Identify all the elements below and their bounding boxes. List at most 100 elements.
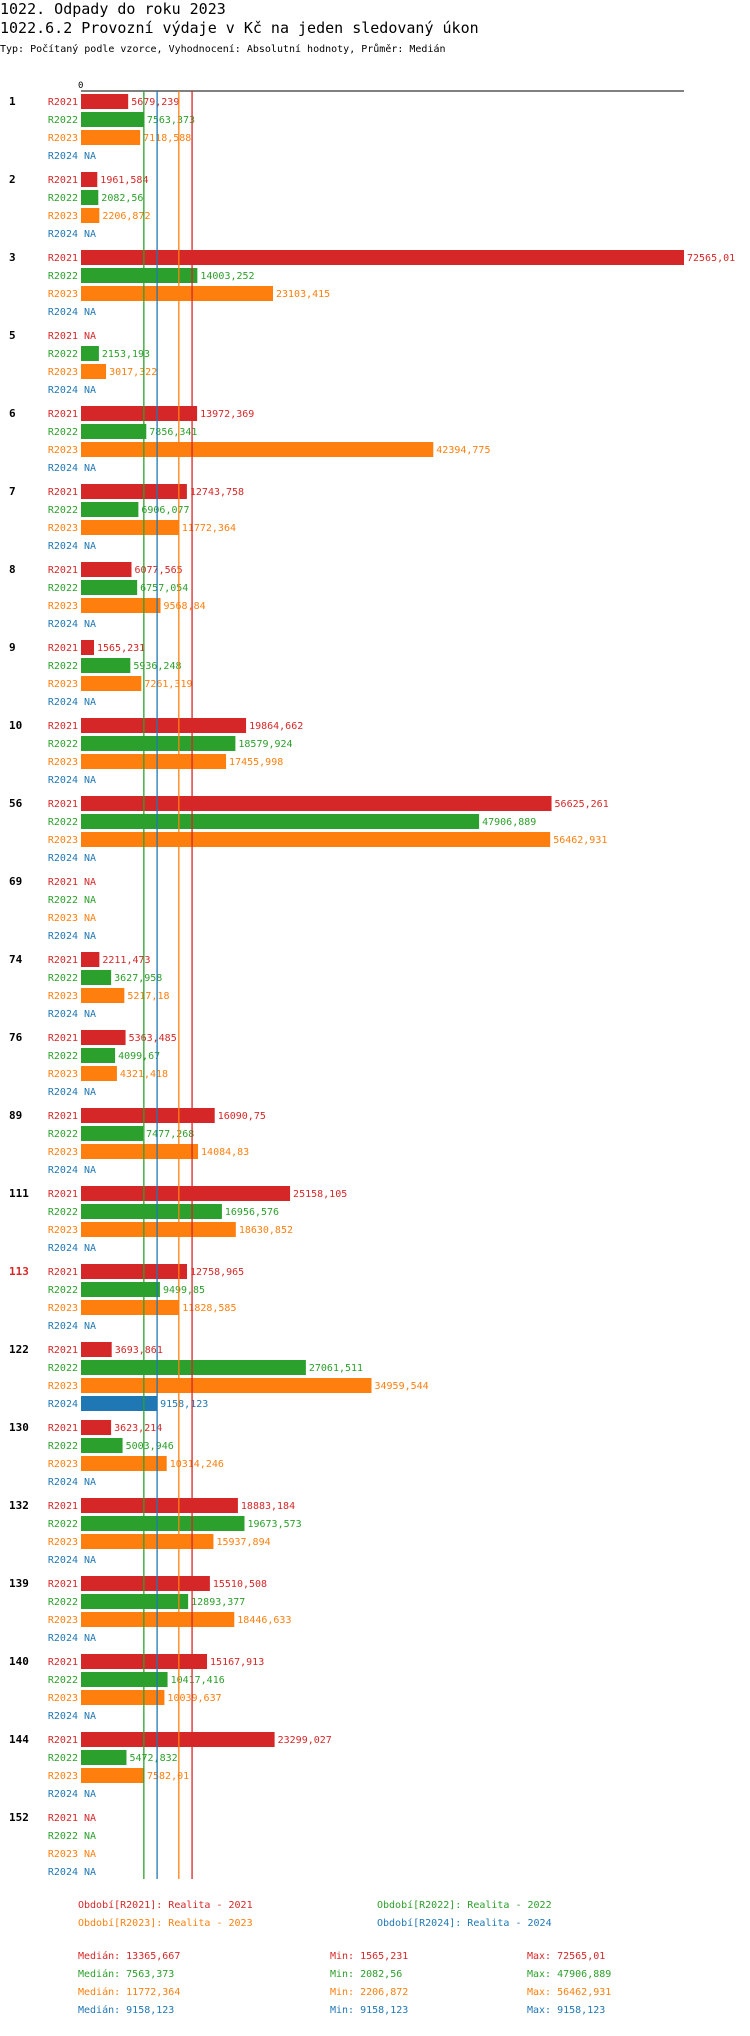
bar [81,1396,158,1411]
bar [81,754,227,769]
group-label: 5 [9,329,16,342]
series-label: R2021 [48,253,78,264]
group-label: 3 [9,251,16,264]
series-label: R2024 [48,1867,78,1878]
series-label: R2021 [48,643,78,654]
series-label: R2022 [48,739,78,750]
bar [81,1186,291,1201]
na-label: NA [84,463,96,474]
series-label: R2023 [48,601,78,612]
bar [81,1144,199,1159]
na-label: NA [84,853,96,864]
bar-value-label: 16090,75 [218,1111,266,1122]
series-label: R2021 [48,1423,78,1434]
bar [81,1672,168,1687]
series-label: R2023 [48,991,78,1002]
bar-value-label: 14084,83 [201,1147,249,1158]
series-label: R2021 [48,1033,78,1044]
series-label: R2022 [48,661,78,672]
bar [81,1066,117,1081]
bar-value-label: 7118,588 [143,133,191,144]
group-label: 56 [9,797,23,810]
series-label: R2021 [48,1579,78,1590]
series-label: R2023 [48,1849,78,1860]
bar [81,718,247,733]
bar-value-label: 7856,341 [149,427,197,438]
bar [81,130,141,145]
legend-entry: Období[R2023]: Realita - 2023 [78,1917,253,1929]
series-label: R2021 [48,175,78,186]
series-label: R2021 [48,1813,78,1824]
na-label: NA [84,1009,96,1020]
bar-value-label: 18579,924 [238,739,292,750]
series-label: R2024 [48,541,78,552]
bar [81,346,99,361]
bar-value-label: 23299,027 [278,1735,332,1746]
bar-value-label: 10039,637 [167,1693,221,1704]
na-label: NA [84,385,96,396]
series-label: R2023 [48,523,78,534]
series-label: R2021 [48,955,78,966]
na-label: NA [84,697,96,708]
series-label: R2021 [48,1267,78,1278]
bar-value-label: 2206,872 [102,211,150,222]
na-label: NA [84,1087,96,1098]
series-label: R2024 [48,1555,78,1566]
legend-entry: Období[R2022]: Realita - 2022 [377,1899,552,1911]
bar-value-label: 7261,319 [144,679,192,690]
series-label: R2023 [48,757,78,768]
series-label: R2021 [48,799,78,810]
bar [81,580,138,595]
bar-value-label: 12758,965 [190,1267,244,1278]
series-label: R2023 [48,133,78,144]
series-label: R2022 [48,817,78,828]
stat-median: Medián: 13365,667 [78,1950,180,1962]
stat-min: Min: 9158,123 [330,2005,408,2016]
na-label: NA [84,931,96,942]
bar [81,1030,126,1045]
na-label: NA [84,1165,96,1176]
bar [81,190,99,205]
series-label: R2024 [48,229,78,240]
bar [81,250,684,265]
chart-info: Typ: Počítaný podle vzorce, Vyhodnocení:… [0,44,446,55]
series-label: R2024 [48,1087,78,1098]
series-label: R2022 [48,1441,78,1452]
bar [81,442,434,457]
series-label: R2024 [48,151,78,162]
bar-value-label: 18630,852 [239,1225,293,1236]
series-label: R2023 [48,1147,78,1158]
bar-value-label: 5003,946 [126,1441,174,1452]
series-label: R2024 [48,619,78,630]
bar [81,1750,127,1765]
series-label: R2024 [48,1165,78,1176]
bar [81,1594,189,1609]
bar-value-label: 18883,184 [241,1501,295,1512]
series-label: R2021 [48,877,78,888]
series-label: R2022 [48,349,78,360]
bar-value-label: 19673,573 [247,1519,301,1530]
stat-min: Min: 1565,231 [330,1951,408,1962]
na-label: NA [84,1867,96,1878]
bar-value-label: 47906,889 [482,817,536,828]
na-label: NA [84,1633,96,1644]
bar-value-label: 1565,231 [97,643,145,654]
bar-value-label: 42394,775 [436,445,490,456]
bar-value-label: 12893,377 [191,1597,245,1608]
bar-value-label: 2211,473 [102,955,150,966]
group-label: 9 [9,641,16,654]
bar [81,1420,112,1435]
na-label: NA [84,151,96,162]
series-label: R2024 [48,1399,78,1410]
legend-entry: Období[R2024]: Realita - 2024 [377,1917,552,1929]
series-label: R2024 [48,307,78,318]
group-label: 1 [9,95,16,108]
bar-value-label: 3627,958 [114,973,162,984]
bar-value-label: 6906,077 [141,505,189,516]
series-label: R2023 [48,913,78,924]
series-label: R2022 [48,1675,78,1686]
series-label: R2024 [48,853,78,864]
bar [81,406,198,421]
series-label: R2021 [48,331,78,342]
bar [81,520,179,535]
